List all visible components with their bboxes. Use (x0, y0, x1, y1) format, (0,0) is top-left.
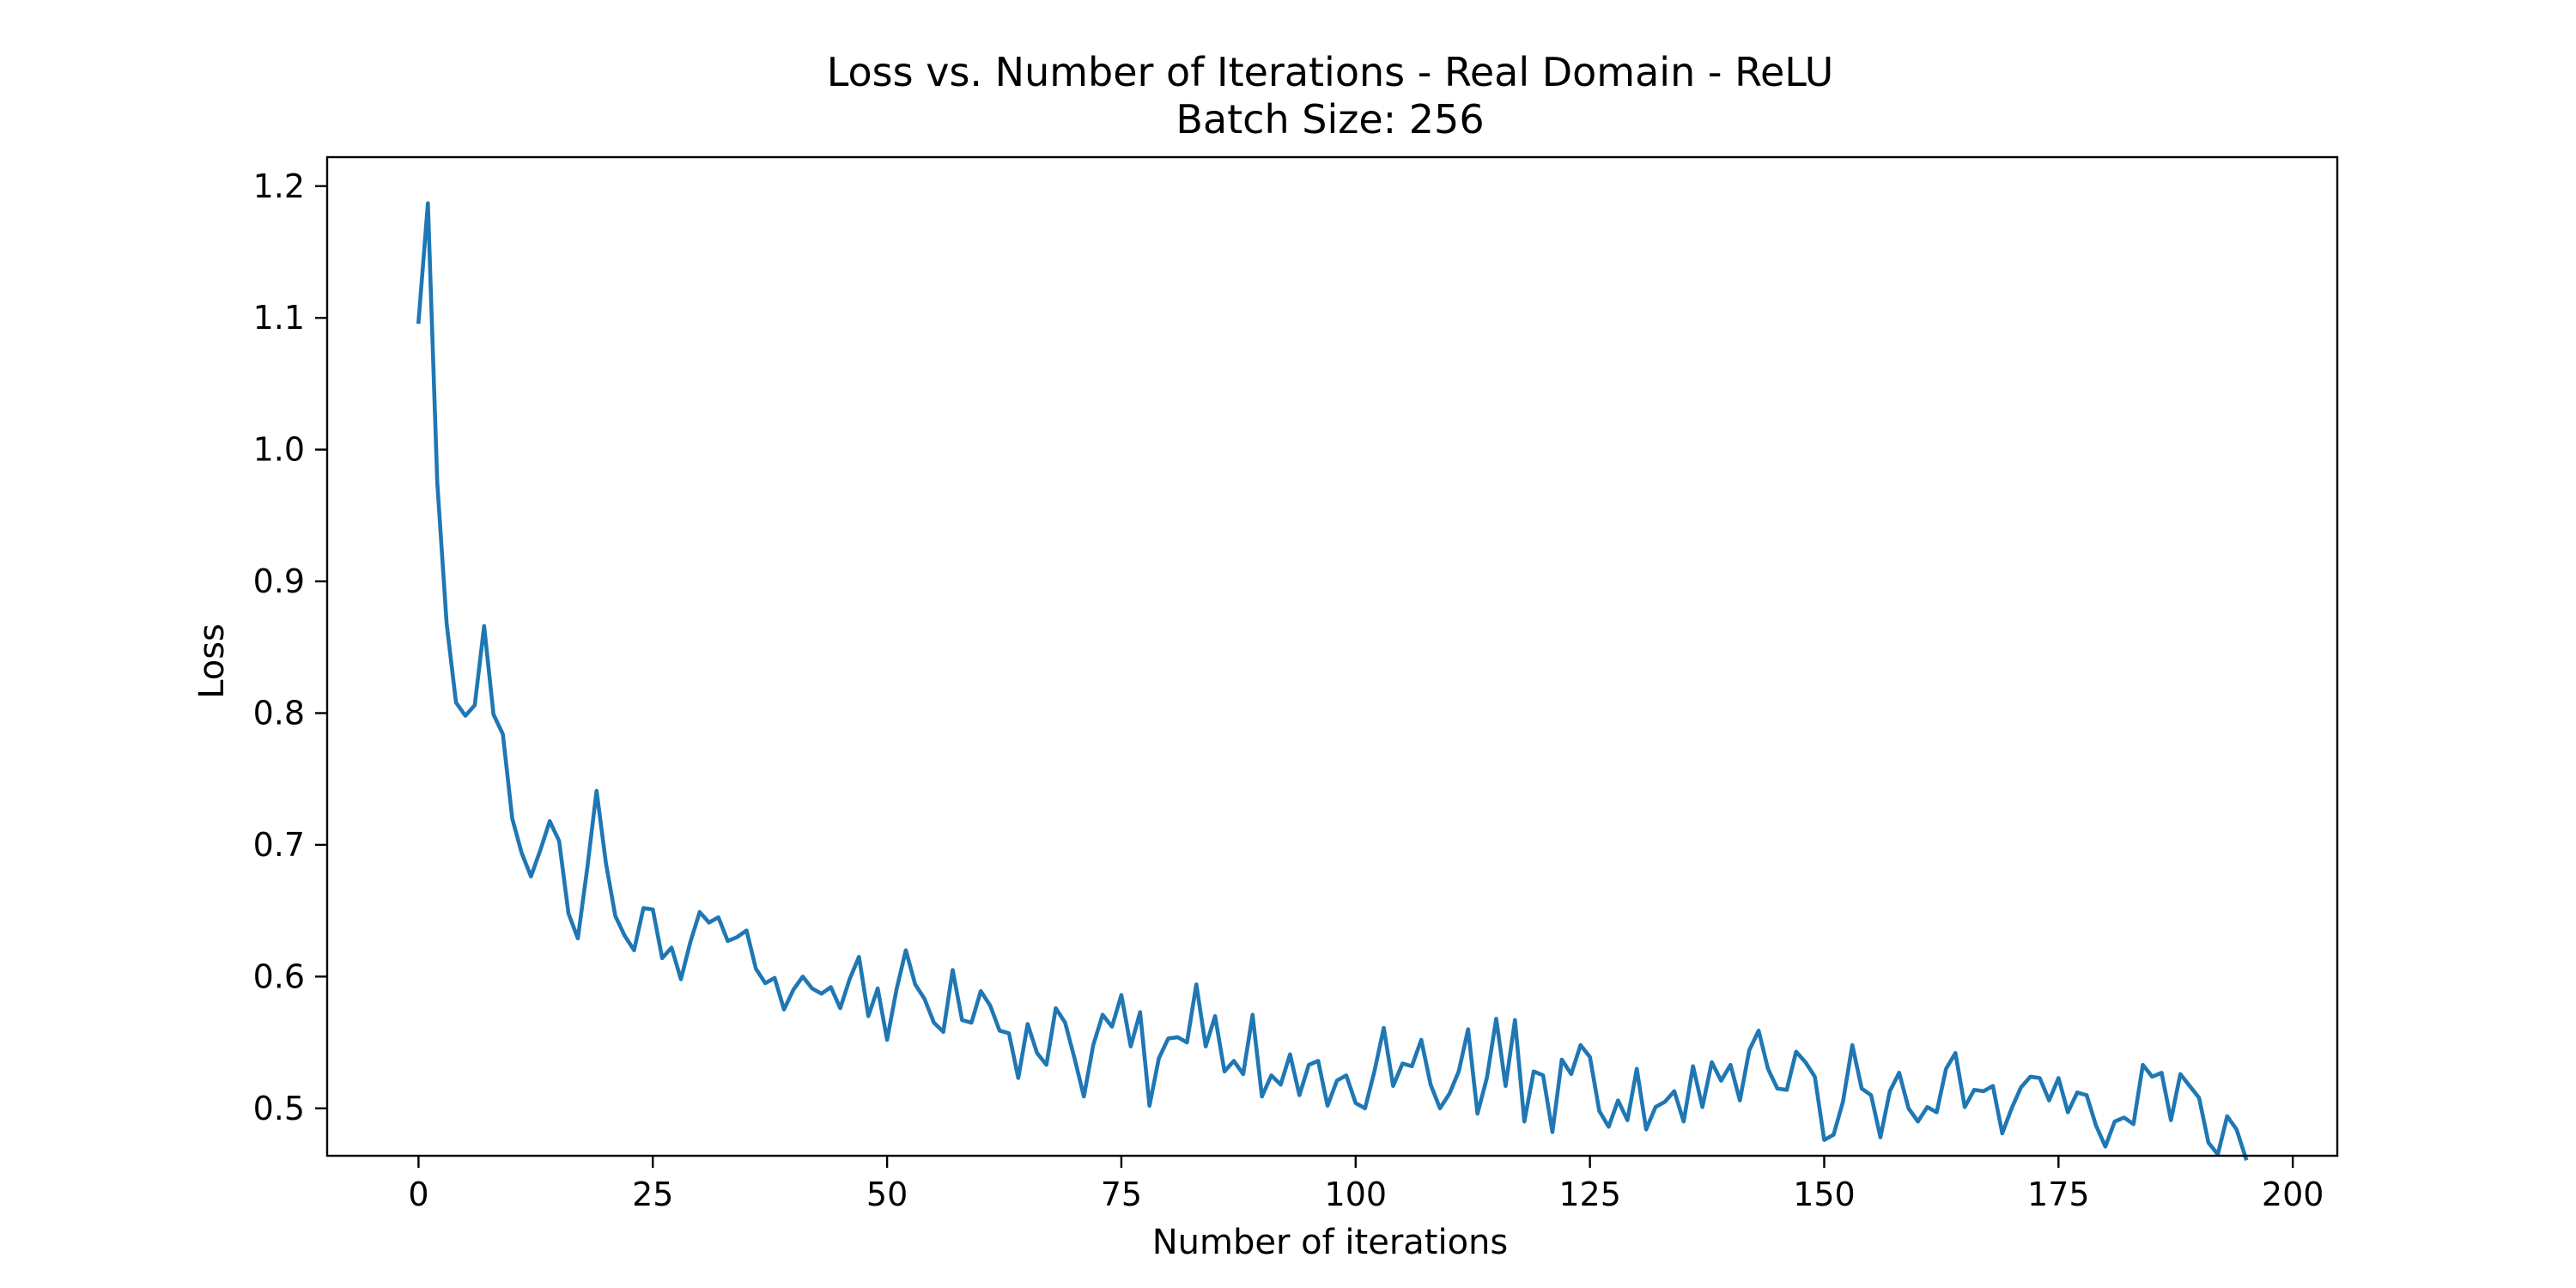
x-tick-label: 25 (632, 1176, 673, 1213)
y-tick-label: 0.7 (253, 826, 305, 864)
x-tick-label: 50 (866, 1176, 908, 1213)
series-line-0 (416, 201, 2249, 1161)
x-tick-label: 0 (408, 1176, 428, 1213)
y-axis-label: Loss (192, 623, 232, 699)
y-tick-label: 0.8 (253, 694, 305, 732)
x-tick-label: 150 (1793, 1176, 1856, 1213)
x-tick-label: 200 (2262, 1176, 2324, 1213)
y-tick-label: 1.2 (253, 167, 305, 205)
chart-title: Loss vs. Number of Iterations - Real Dom… (827, 49, 1834, 95)
x-tick-label: 100 (1325, 1176, 1388, 1213)
y-tick-label: 0.5 (253, 1090, 305, 1127)
y-tick-label: 1.1 (253, 299, 305, 337)
plot-area: 0 25 50 75 100 125 150 175 200 0.5 0.6 0.7 0.8 0.9 1.0… (253, 155, 2339, 1213)
x-tick-label: 75 (1101, 1176, 1142, 1213)
chart-subtitle: Batch Size: 256 (1176, 96, 1484, 143)
y-tick-label: 0.6 (253, 957, 305, 995)
plot-frame (325, 155, 2339, 1157)
y-tick-label: 0.9 (253, 562, 305, 600)
x-axis-label: Number of iterations (1152, 1223, 1509, 1262)
y-tick-label: 1.0 (253, 431, 305, 469)
x-tick-label: 125 (1558, 1176, 1621, 1213)
x-tick-label: 175 (2027, 1176, 2090, 1213)
